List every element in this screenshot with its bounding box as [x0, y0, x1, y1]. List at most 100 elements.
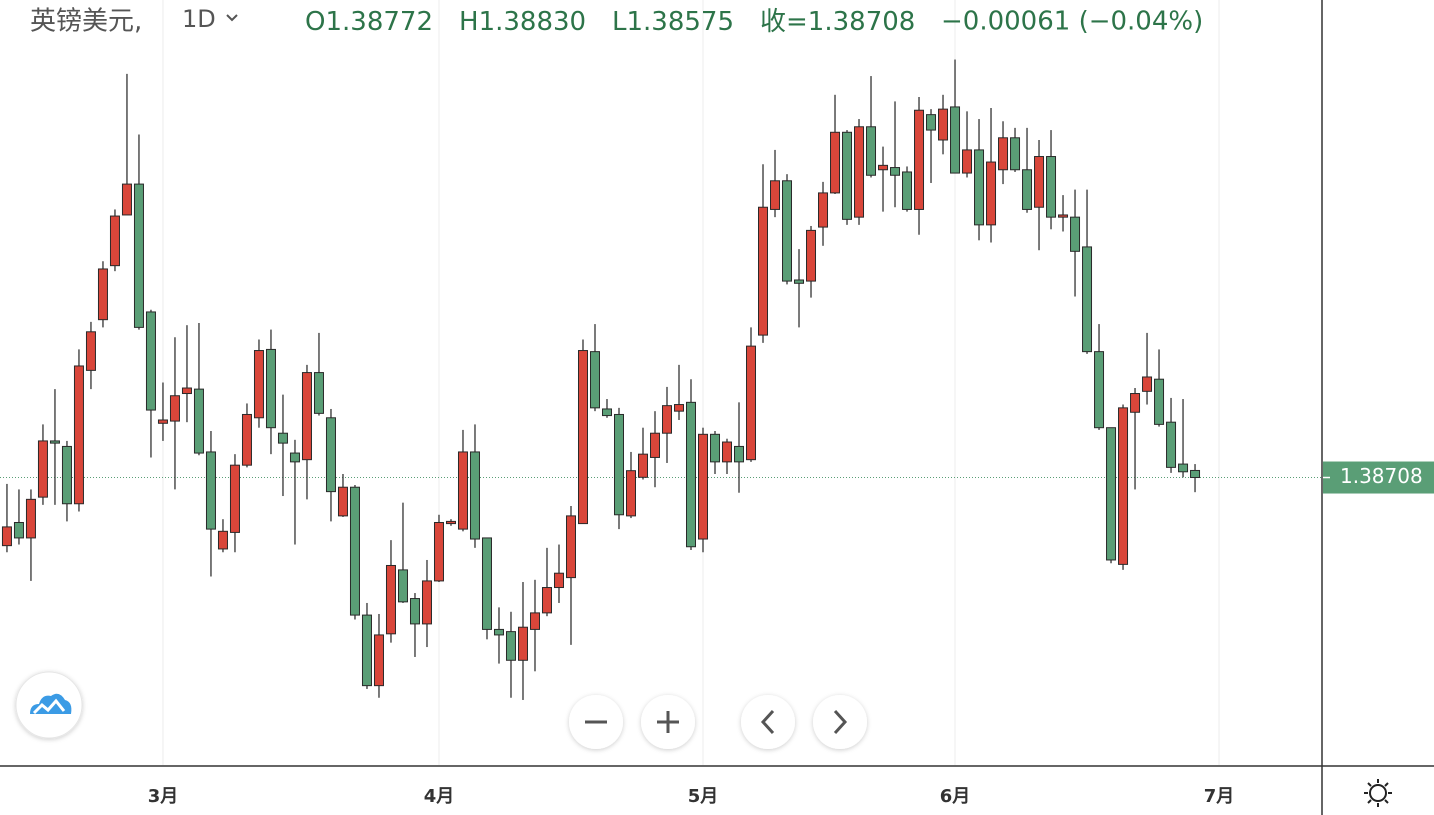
candle-body: [686, 401, 697, 548]
candle-body: [145, 311, 156, 411]
candle-body: [698, 433, 709, 540]
logo-button[interactable]: [15, 671, 83, 739]
scroll-left-button[interactable]: [741, 695, 795, 749]
right-icon[interactable]: [833, 709, 848, 735]
candle-body: [902, 171, 913, 210]
candle-body: [121, 183, 132, 216]
quote-item: 收=1.38708: [760, 7, 915, 37]
candle-body: [974, 149, 985, 226]
candle-body: [457, 451, 468, 530]
interval-chevron[interactable]: [226, 14, 238, 22]
candle-body: [205, 451, 216, 530]
candle-body: [758, 206, 769, 336]
button-circle[interactable]: [741, 695, 795, 749]
quote-item: H1.38830: [459, 7, 586, 37]
candle-body: [734, 445, 745, 463]
quote-value: 1.38772: [325, 7, 433, 37]
candle-body: [589, 351, 600, 409]
candle-body: [61, 445, 72, 505]
candle-body: [505, 631, 516, 661]
candle-body: [349, 486, 360, 616]
candle-body: [637, 453, 648, 478]
left-icon[interactable]: [760, 709, 775, 735]
candle-body: [1, 526, 12, 547]
candle-body: [73, 365, 84, 505]
candle-body: [674, 404, 685, 412]
candle-body: [553, 572, 564, 589]
candle-body: [1130, 393, 1141, 413]
candle-body: [385, 564, 396, 635]
scroll-right-button[interactable]: [813, 695, 867, 749]
plus-icon[interactable]: [657, 711, 679, 733]
settings-icon[interactable]: [1369, 784, 1387, 802]
candle-body: [481, 537, 492, 630]
candle-body: [49, 440, 60, 444]
candle-body: [253, 350, 264, 419]
candle-body: [361, 614, 372, 687]
candle-body: [950, 106, 961, 174]
change: −0.00061 (−0.04%): [941, 7, 1203, 37]
candle-body: [133, 183, 144, 328]
candle-body: [229, 464, 240, 533]
settings-button[interactable]: [1364, 779, 1392, 807]
candle-body: [1142, 376, 1153, 392]
candle-body: [1070, 216, 1081, 252]
candle-body: [806, 229, 817, 282]
candle-body: [1106, 427, 1117, 561]
candle-body: [998, 137, 1009, 171]
button-circle[interactable]: [813, 695, 867, 749]
candle-body: [662, 405, 673, 434]
candle-body: [1118, 407, 1129, 565]
candle-body: [313, 372, 324, 414]
candle-body: [517, 626, 528, 661]
x-tick-label: 7月: [1204, 786, 1235, 807]
candle-body: [97, 268, 108, 321]
candle-body: [433, 521, 444, 582]
quote-label: O: [305, 7, 325, 37]
header: 英镑美元, 1D −0.00061 (−0.04%) O1.38772 H1.38…: [30, 5, 1203, 37]
candle-body: [325, 417, 336, 493]
candle-body: [842, 131, 853, 220]
candle-body: [613, 413, 624, 516]
candle-body: [493, 628, 504, 636]
candle-body: [1094, 351, 1105, 429]
candle-body: [397, 569, 408, 603]
candle-body: [445, 520, 456, 525]
candle-body: [794, 279, 805, 284]
candle-body: [181, 387, 192, 395]
candle-body: [409, 598, 420, 625]
last-price-label: 1.38708: [1340, 464, 1423, 488]
candle-body: [746, 345, 757, 461]
logo-wave[interactable]: [32, 698, 66, 715]
candle-body: [926, 114, 937, 131]
quote-item: O1.38772: [305, 7, 433, 37]
candle-body: [529, 612, 540, 630]
quote-value: 1.38575: [627, 7, 735, 37]
candle-body: [710, 433, 721, 463]
candle-body: [241, 413, 252, 466]
candle-body: [854, 126, 865, 218]
candle-body: [373, 634, 384, 687]
candle-body: [866, 126, 877, 176]
zoom-out-button[interactable]: [569, 695, 623, 749]
candle-body: [782, 180, 793, 282]
zoom-in-button[interactable]: [641, 695, 695, 749]
candle-body: [770, 180, 781, 210]
candle-body: [601, 408, 612, 417]
candle-body: [1190, 469, 1201, 479]
settings-rays[interactable]: [1364, 779, 1392, 807]
quote-label: H: [459, 7, 479, 37]
candle-body: [1082, 246, 1093, 353]
last-price-box: [1323, 461, 1434, 494]
quote-value: 1.38708: [808, 7, 916, 37]
interval[interactable]: 1D: [182, 5, 216, 33]
candle-body: [421, 580, 432, 625]
symbol[interactable]: 英镑美元,: [30, 7, 142, 37]
candle-body: [914, 109, 925, 210]
x-tick-label: 6月: [940, 786, 971, 807]
candle-body: [962, 149, 973, 174]
candle-body: [577, 350, 588, 525]
candle-body: [541, 587, 552, 614]
x-tick-label: 5月: [688, 786, 719, 807]
